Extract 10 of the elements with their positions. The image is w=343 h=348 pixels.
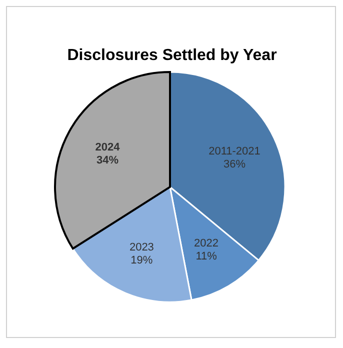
data-label: 11%	[196, 250, 218, 262]
slice-label: 2011-2021	[208, 146, 260, 158]
data-label: 19%	[130, 254, 153, 266]
slice-label: 2023	[129, 241, 154, 254]
slice-label: 2024	[95, 142, 121, 154]
chart-title: Disclosures Settled by Year	[67, 47, 277, 64]
slice-label: 2022	[194, 237, 219, 250]
pie-slice	[54, 71, 171, 250]
data-label: 34%	[96, 154, 119, 167]
data-label: 36%	[224, 158, 246, 171]
